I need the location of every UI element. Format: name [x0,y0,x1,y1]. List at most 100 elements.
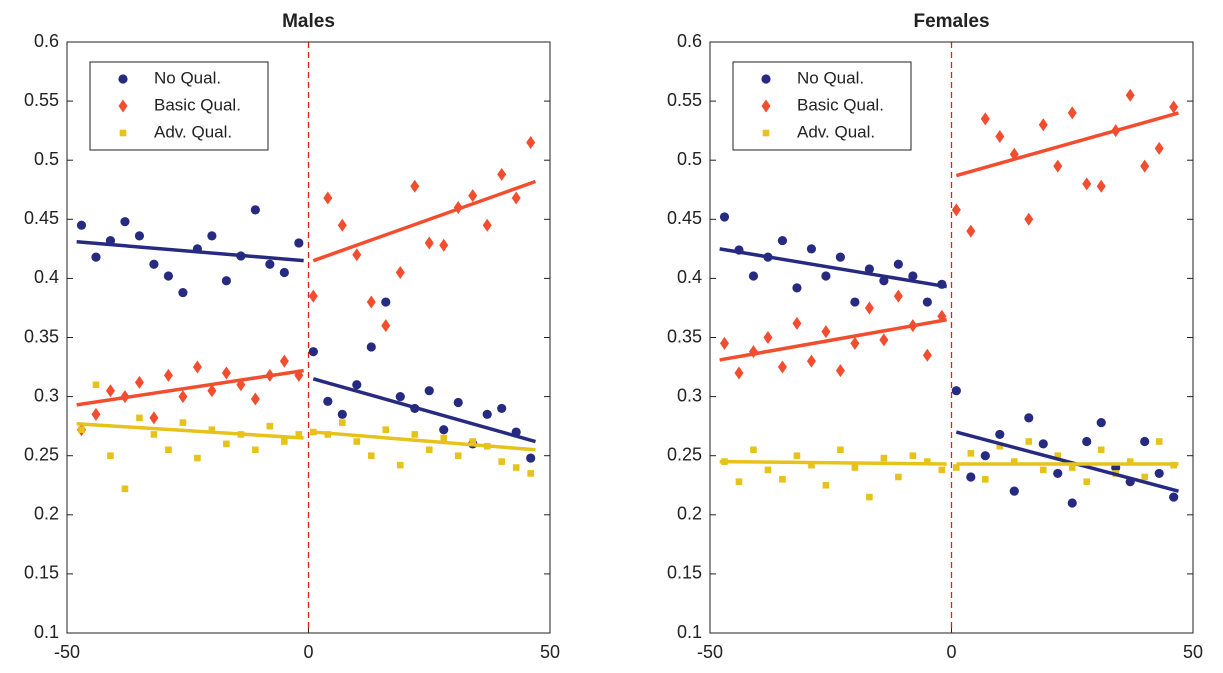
point [748,271,759,281]
point [207,384,217,398]
point [382,426,390,433]
point [468,189,478,203]
legend-label: Adv. Qual. [797,122,875,141]
y-tick-label: 0.3 [677,385,702,405]
point [808,461,815,469]
point [279,354,289,368]
fit-line [955,430,1179,493]
point [1169,492,1179,502]
legend-label: Basic Qual. [797,95,884,114]
point [439,238,449,252]
point [1039,466,1047,474]
point [252,446,259,454]
point [120,217,130,227]
point [308,289,318,303]
y-tick-label: 0.5 [677,149,702,169]
point [792,316,802,330]
point [353,438,361,445]
point [1154,468,1164,479]
point [266,422,274,430]
point [851,464,859,471]
point [411,431,419,438]
point [951,203,961,217]
point [1024,413,1034,423]
x-tick-label: 0 [303,642,313,662]
point [121,485,129,493]
point [880,454,888,462]
point [837,446,844,454]
point [250,392,260,406]
point [294,238,304,248]
point [792,283,802,293]
point [835,252,846,262]
point [734,366,744,380]
legend-marker [761,99,771,113]
point [192,360,202,374]
fit-line [719,318,947,362]
point [735,478,743,486]
point [764,466,772,474]
point [1054,452,1062,459]
point [1010,458,1018,465]
chart-title: Females [913,11,989,32]
point [996,442,1004,450]
point [893,289,903,303]
fit-line [76,240,304,263]
point [879,276,889,286]
point [149,259,159,269]
point [922,348,932,362]
x-tick-label: -50 [697,642,723,662]
y-tick-label: 0.4 [677,267,702,287]
point [281,438,288,445]
point [194,454,201,462]
legend-marker [762,129,770,137]
point [1155,438,1163,445]
point [1096,418,1106,428]
point [1009,486,1019,496]
x-tick-label: 0 [946,642,956,662]
point [107,452,114,459]
point [323,191,333,205]
y-tick-label: 0.5 [34,149,59,169]
point [922,297,932,307]
legend-label: Basic Qual. [154,95,241,114]
point [221,276,231,286]
point [527,470,534,477]
point [1068,464,1076,471]
point [1140,159,1150,173]
y-tick-label: 0.45 [24,208,59,228]
point [207,231,217,241]
point [967,450,975,457]
panel: Males 0.1 0.15 0.2 0.25 0.3 0.35 0.4 0.45 0.5 0.55… [24,11,560,662]
point [163,368,173,382]
point [440,434,448,442]
point [1053,468,1063,479]
y-tick-label: 0.3 [34,385,59,405]
y-tick-label: 0.2 [34,504,59,524]
point [469,438,477,445]
point [453,397,463,408]
point [806,244,817,254]
point [526,453,536,463]
y-tick-label: 0.25 [24,444,59,464]
point [482,409,492,419]
point [982,476,989,483]
point [1140,436,1150,447]
point [308,347,318,357]
point [793,452,801,459]
point [265,259,275,269]
fit-line [313,430,536,452]
point [1053,159,1063,173]
y-tick-label: 0.45 [667,208,702,228]
point [223,440,230,448]
point [178,390,188,404]
point [821,325,831,339]
y-tick-label: 0.55 [24,90,59,110]
point [1067,498,1077,508]
point [511,191,521,205]
point [1097,446,1105,454]
point [719,336,729,350]
point [163,271,174,281]
